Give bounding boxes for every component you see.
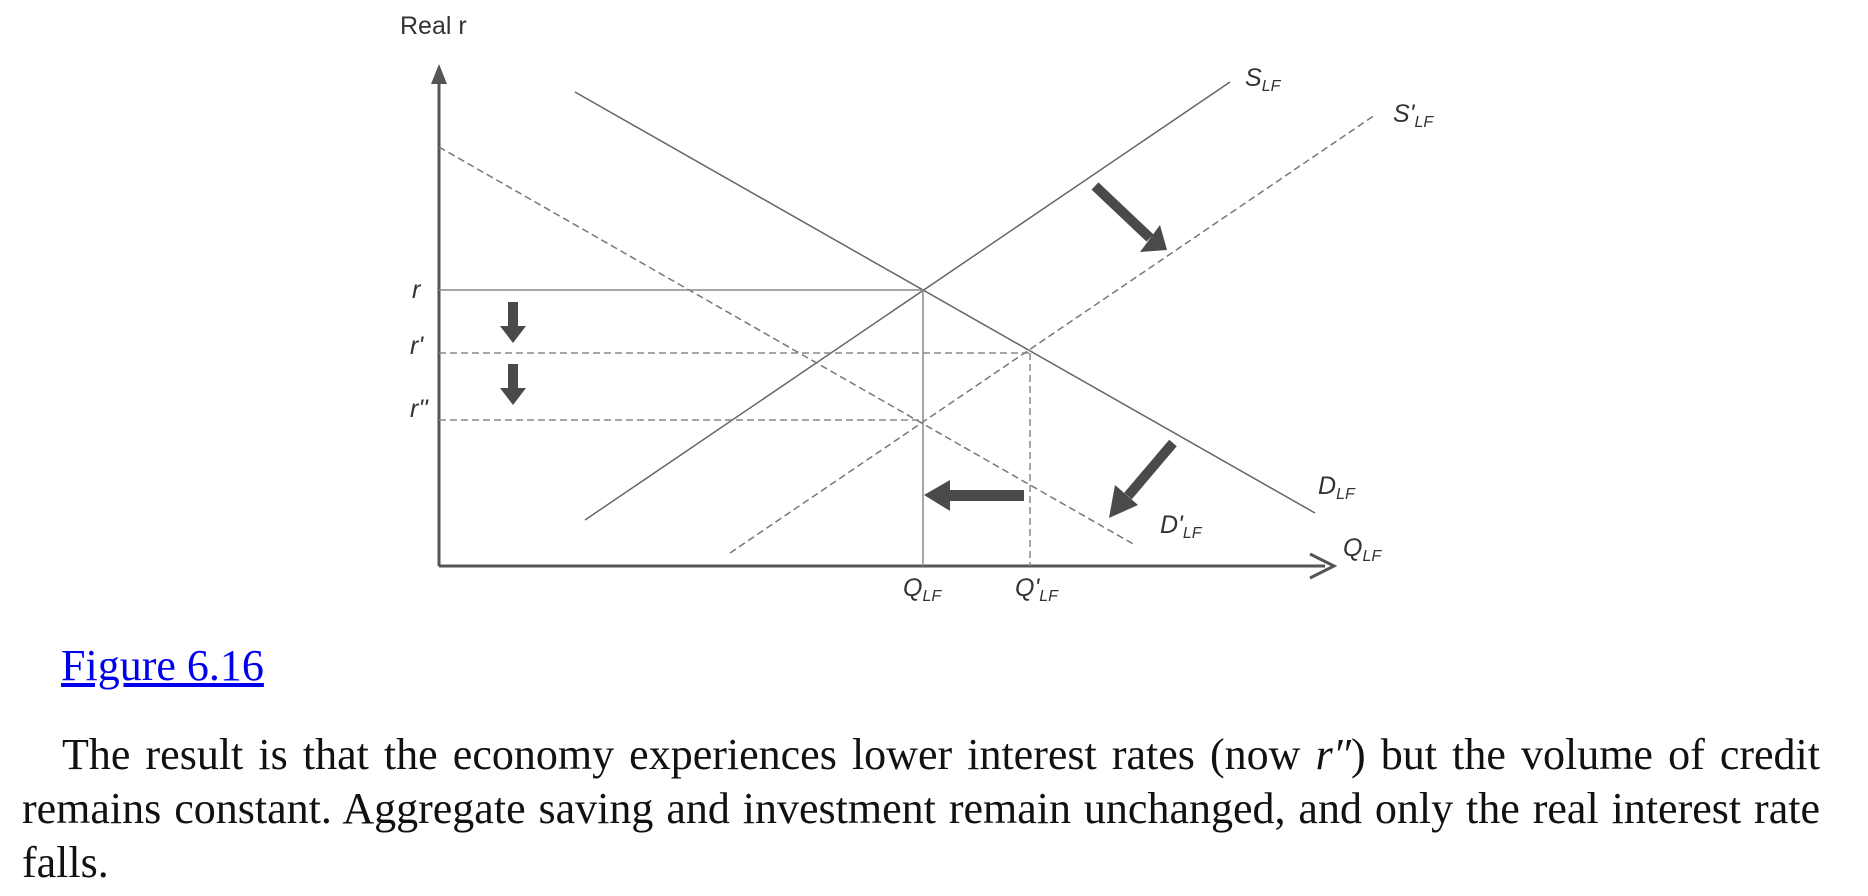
supply-curve-s xyxy=(584,81,1231,521)
demand-curve-d xyxy=(574,91,1316,514)
r-prime-label: r' xyxy=(410,332,424,360)
demand-d-prime-label: D'LF xyxy=(1160,511,1203,542)
x-axis-arrowhead xyxy=(1309,552,1338,580)
down-arrow-2 xyxy=(500,364,526,405)
demand-d-label: DLF xyxy=(1318,472,1356,503)
y-axis-label: Real r xyxy=(400,12,467,40)
supply-s-label: SLF xyxy=(1245,64,1282,95)
r-double-prime-label: r'' xyxy=(410,395,429,423)
paragraph-italic-r: r″ xyxy=(1315,730,1352,779)
left-arrow xyxy=(924,480,1024,511)
r-label: r xyxy=(412,276,422,304)
demand-curve-d-prime xyxy=(438,146,1136,546)
demand-shift-arrow xyxy=(1109,439,1177,518)
paragraph-part-1: The result is that the economy experienc… xyxy=(62,730,1316,779)
x-axis-label: QLF xyxy=(1343,534,1382,565)
paragraph-part-2: ) but the volume of credit remains const… xyxy=(22,730,1820,887)
q-prime-label: Q'LF xyxy=(1015,574,1059,605)
q-label: QLF xyxy=(903,574,942,605)
supply-curve-s-prime xyxy=(729,114,1376,554)
supply-shift-arrow xyxy=(1091,182,1167,252)
body-paragraph: The result is that the economy experienc… xyxy=(22,728,1820,890)
supply-s-prime-label: S'LF xyxy=(1393,100,1434,131)
y-axis-arrowhead xyxy=(431,64,447,84)
loanable-funds-figure: Real r r r' r'' SLF S'LF DLF D'LF QLF QL… xyxy=(400,12,1434,605)
figure-caption-link[interactable]: Figure 6.16 xyxy=(61,641,264,690)
down-arrow-1 xyxy=(500,302,526,343)
